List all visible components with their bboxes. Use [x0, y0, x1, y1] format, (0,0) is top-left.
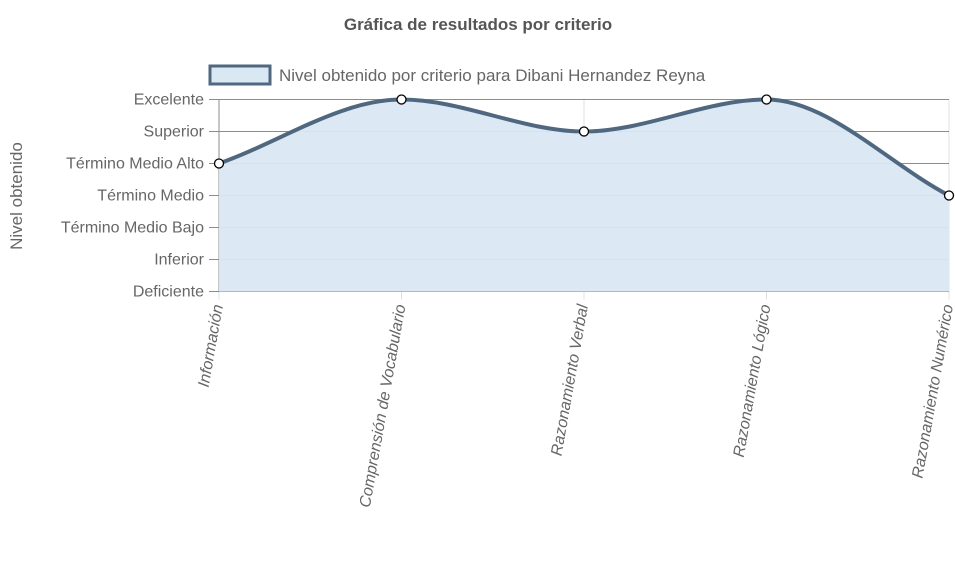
y-tick-label: Término Medio Alto — [66, 156, 204, 173]
chart-title: Gráfica de resultados por criterio — [344, 15, 612, 34]
y-tick-label: Término Medio Bajo — [61, 220, 204, 237]
data-point[interactable] — [761, 94, 772, 105]
x-tick-label: Información — [196, 303, 227, 388]
data-point[interactable] — [578, 126, 590, 137]
data-point[interactable] — [213, 158, 225, 169]
y-tick-label: Término Medio — [97, 188, 204, 205]
data-points — [213, 94, 955, 201]
x-tick-label: Razonamiento Numérico — [910, 303, 955, 479]
x-tick-label: Razonamiento Lógico — [731, 303, 775, 458]
y-tick-label: Inferior — [154, 252, 204, 269]
y-tick-label: Excelente — [134, 92, 204, 109]
x-tick-label: Comprensión de Vocabulario — [357, 303, 409, 509]
legend-label: Nivel obtenido por criterio para Dibani … — [279, 66, 706, 85]
y-axis-title: Nivel obtenido — [7, 142, 26, 250]
y-tick-label: Superior — [144, 124, 205, 141]
data-point[interactable] — [943, 190, 955, 201]
data-point[interactable] — [396, 94, 407, 105]
legend-swatch — [208, 64, 272, 86]
legend[interactable]: Nivel obtenido por criterio para Dibani … — [208, 64, 706, 86]
series-area — [219, 99, 949, 292]
x-tick-label: Razonamiento Verbal — [549, 303, 592, 457]
x-axis-ticks: Información Comprensión de Vocabulario Raz… — [196, 303, 955, 509]
y-tick-label: Deficiente — [133, 284, 204, 301]
y-axis-ticks: Deficiente Inferior Término Medio Bajo Térm… — [61, 92, 205, 301]
